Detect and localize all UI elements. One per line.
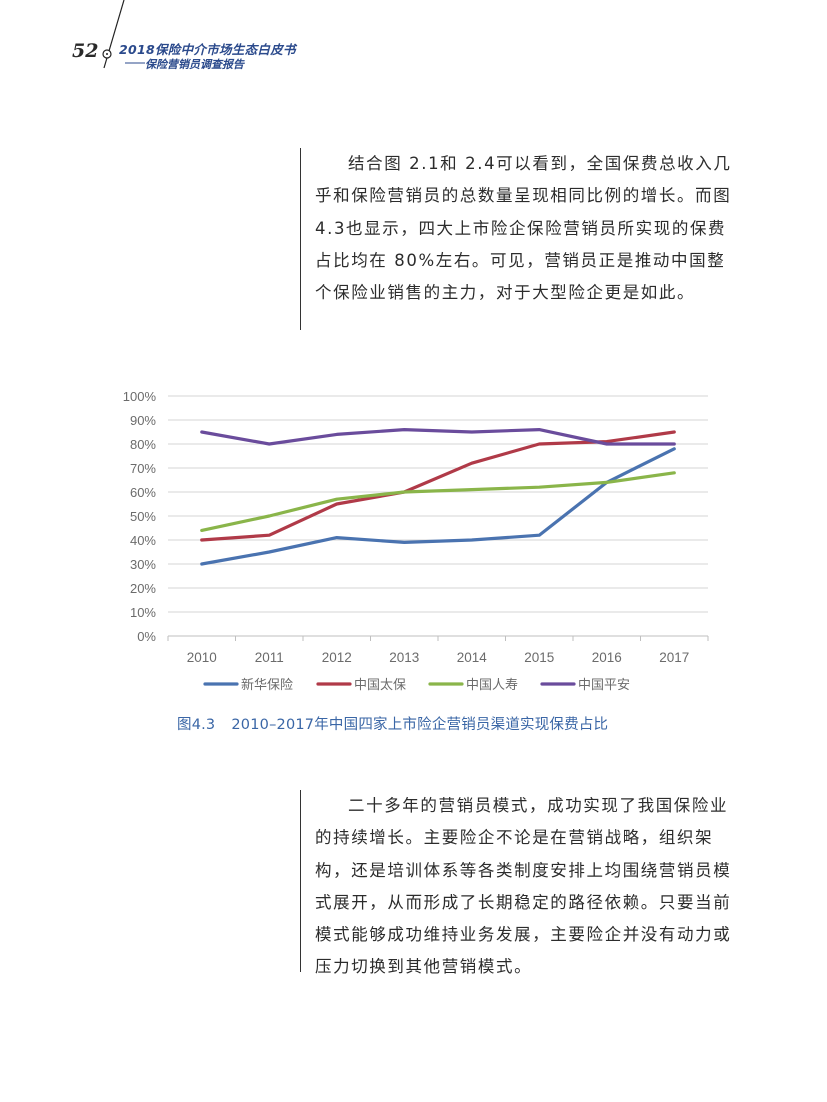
book-title: 2018保险中介市场生态白皮书 (119, 42, 296, 57)
paragraph-text: 结合图 2.1和 2.4可以看到，全国保费总收入几乎和保险营销员的总数量呈现相同… (315, 154, 732, 303)
line-chart: 0% 10% 20% 30% 40% 50% 60% 70% 80% 90% 100% 2010 201… (123, 389, 709, 693)
y-tick-label: 30% (130, 557, 156, 572)
figure-number: 图4.3 (177, 717, 216, 733)
y-tick-label: 90% (130, 413, 156, 428)
y-tick-label: 50% (130, 509, 156, 524)
figure-title: 2010–2017年中国四家上市险企营销员渠道实现保费占比 (231, 717, 609, 733)
figure-caption: 图4.3 2010–2017年中国四家上市险企营销员渠道实现保费占比 (177, 713, 608, 734)
y-tick-label: 80% (130, 437, 156, 452)
x-tick-label: 2015 (524, 650, 554, 665)
paragraph-2: 二十多年的营销员模式，成功实现了我国保险业的持续增长。主要险企不论是在营销战略，… (300, 790, 735, 976)
x-tick-label: 2011 (255, 650, 284, 665)
page-number: 52 (72, 40, 99, 62)
legend-label: 中国人寿 (466, 678, 518, 693)
header-decoration (102, 0, 145, 69)
series-line (200, 471, 676, 532)
y-tick-label: 0% (137, 629, 156, 644)
series-line (200, 427, 676, 446)
series-line (200, 447, 676, 566)
x-tick-label: 2017 (659, 650, 689, 665)
y-tick-label: 70% (130, 461, 156, 476)
x-tick-label: 2010 (187, 650, 217, 665)
x-tick-label: 2012 (322, 650, 352, 665)
y-tick-label: 100% (123, 389, 157, 404)
y-tick-label: 60% (130, 485, 156, 500)
x-tick-label: 2013 (389, 650, 419, 665)
legend-label: 中国太保 (354, 678, 406, 693)
x-tick-label: 2016 (592, 650, 622, 665)
y-tick-label: 20% (130, 581, 156, 596)
legend-label: 中国平安 (578, 678, 630, 693)
legend-label: 新华保险 (241, 677, 293, 693)
paragraph-text: 二十多年的营销员模式，成功实现了我国保险业的持续增长。主要险企不论是在营销战略，… (315, 796, 732, 977)
paragraph-1: 结合图 2.1和 2.4可以看到，全国保费总收入几乎和保险营销员的总数量呈现相同… (300, 148, 735, 330)
x-tick-label: 2014 (457, 650, 488, 665)
y-tick-label: 10% (130, 605, 156, 620)
book-subtitle: 保险营销员调查报告 (145, 58, 244, 71)
y-tick-label: 40% (130, 533, 156, 548)
